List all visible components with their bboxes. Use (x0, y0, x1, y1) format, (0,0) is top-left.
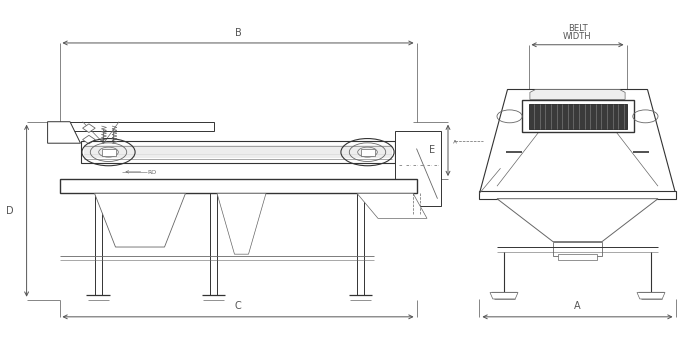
Polygon shape (48, 122, 214, 131)
Text: D: D (6, 206, 14, 216)
Polygon shape (94, 193, 186, 247)
Bar (80, 141, 395, 163)
Bar (480, 191, 676, 199)
Polygon shape (83, 124, 95, 132)
Polygon shape (490, 292, 518, 299)
Bar (553, 242, 602, 256)
Bar (659, 193, 672, 197)
Polygon shape (497, 199, 658, 242)
Text: E: E (429, 145, 435, 155)
Polygon shape (357, 193, 427, 218)
Text: WIDTH: WIDTH (564, 32, 592, 41)
Text: B: B (234, 28, 241, 38)
Text: RO: RO (147, 170, 156, 175)
Bar (395, 131, 441, 206)
Polygon shape (217, 193, 266, 254)
Bar (102, 149, 116, 156)
Text: A: A (574, 301, 581, 311)
Bar (60, 179, 416, 193)
Text: BELT: BELT (568, 24, 587, 33)
Bar (360, 149, 374, 156)
Bar (558, 254, 597, 260)
Text: C: C (234, 301, 241, 311)
Polygon shape (480, 90, 676, 193)
Polygon shape (48, 122, 80, 143)
Bar (522, 100, 634, 132)
Polygon shape (530, 90, 625, 100)
Bar (528, 104, 626, 129)
Bar (483, 193, 496, 197)
Polygon shape (637, 292, 665, 299)
Polygon shape (83, 135, 95, 144)
